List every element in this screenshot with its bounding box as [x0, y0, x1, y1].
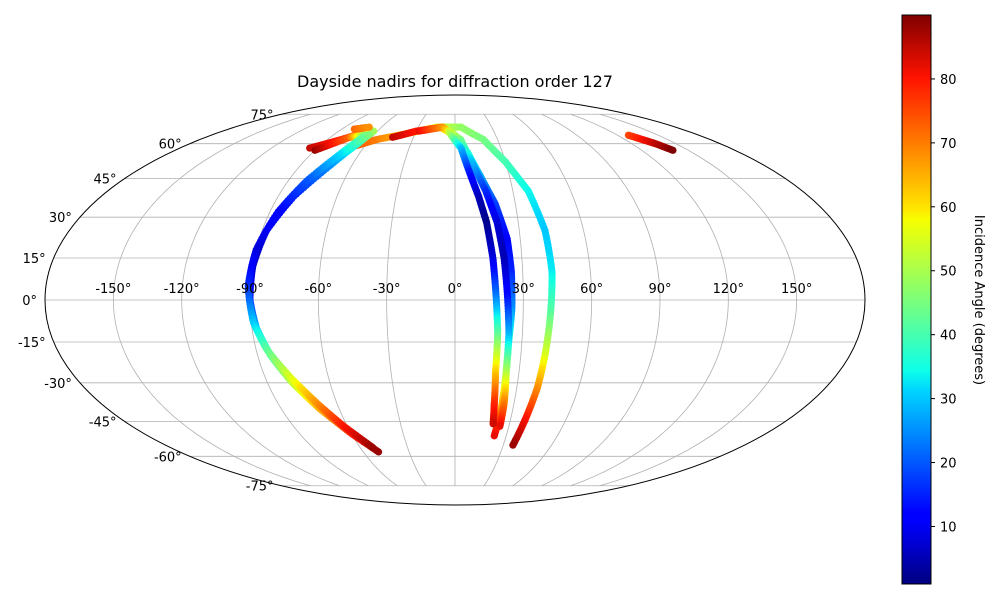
lon-tick-label: 150°	[781, 282, 812, 297]
lat-tick-label: -60°	[154, 450, 182, 465]
colorbar-tick-label: 10	[940, 520, 957, 535]
colorbar	[901, 14, 932, 585]
colorbar-tick-label: 40	[940, 329, 957, 344]
lat-tick-label: -45°	[89, 415, 117, 430]
lon-tick-label: 30°	[512, 282, 535, 297]
data-point	[509, 441, 517, 449]
lon-tick-label: -90°	[236, 282, 264, 297]
lon-tick-label: 120°	[713, 282, 744, 297]
data-point	[365, 123, 373, 131]
data-point	[496, 422, 504, 430]
colorbar-tick-label: 30	[940, 393, 957, 408]
lat-tick-label: 30°	[49, 211, 72, 226]
lon-grid-line	[541, 113, 661, 487]
lon-tick-label: -30°	[373, 282, 401, 297]
lat-tick-label: 75°	[250, 108, 273, 123]
lon-grid-line	[181, 113, 340, 487]
colorbar-tick-label: 50	[940, 265, 957, 280]
lon-grid-line	[386, 114, 427, 486]
data-point	[490, 432, 498, 440]
lat-tick-label: 60°	[159, 138, 182, 153]
lat-tick-label: -30°	[44, 377, 72, 392]
lat-tick-label: 15°	[23, 252, 46, 267]
lat-tick-label: -75°	[246, 480, 274, 495]
colorbar-tick-label: 20	[940, 457, 957, 472]
chart-title: Dayside nadirs for diffraction order 127	[297, 72, 613, 91]
data-point	[369, 443, 377, 452]
colorbar-tick-label: 70	[940, 137, 957, 152]
grid-lines	[45, 113, 865, 487]
lat-tick-label: 45°	[94, 173, 117, 188]
colorbar-ticks: 10 20 30 40 50 60 70 80	[931, 73, 957, 535]
map-frame	[44, 94, 866, 506]
lat-tick-label: 0°	[22, 294, 37, 309]
colorbar-label: Incidence Angle (degrees)	[971, 215, 986, 385]
lon-tick-label: -60°	[304, 282, 332, 297]
colorbar-tick-label: 60	[940, 201, 957, 216]
lat-tick-label: -15°	[18, 336, 46, 351]
data-point	[669, 146, 677, 154]
lon-grid-line	[570, 113, 729, 487]
data-points	[244, 123, 677, 456]
lon-grid-line	[599, 113, 798, 487]
lon-grid-line	[112, 113, 311, 487]
lat-tick-labels: 75° 60° 45° 30° 15° 0° -15° -30° -45° -60° -75°	[18, 108, 274, 494]
lon-tick-label: 90°	[648, 282, 671, 297]
data-point	[489, 420, 497, 428]
colorbar-tick-label: 80	[940, 73, 957, 88]
lon-grid-line	[512, 113, 593, 487]
lon-tick-label: -150°	[95, 282, 131, 297]
data-point	[374, 448, 383, 456]
lon-tick-labels: -150° -120° -90° -60° -30° 0° 30° 60° 90° 120° 150…	[95, 282, 812, 297]
lon-tick-label: 0°	[448, 282, 463, 297]
lon-tick-label: 60°	[580, 282, 603, 297]
lon-tick-label: -120°	[164, 282, 200, 297]
